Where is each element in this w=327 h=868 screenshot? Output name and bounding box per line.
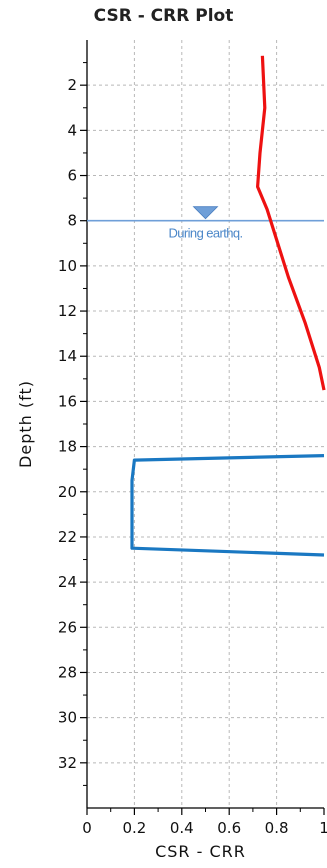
y-tick-label: 6 [67,167,77,185]
x-tick-label: 0.4 [170,819,194,837]
y-tick-label: 20 [58,483,77,501]
y-tick-label: 12 [58,302,77,320]
y-tick-label: 30 [58,709,77,727]
y-tick-label: 22 [58,528,77,546]
y-tick-label: 8 [67,212,77,230]
water-table-label: During earthq. [169,226,243,241]
crr-series-line [130,454,325,557]
y-tick-label: 16 [58,392,77,410]
y-tick-label: 10 [58,257,77,275]
x-tick-label: 0.2 [122,819,146,837]
y-tick-label: 14 [58,347,77,365]
y-tick-label: 2 [67,76,77,94]
x-tick-label: 1 [319,819,327,837]
x-axis-title: CSR - CRR [155,842,246,861]
csr-series-line [256,55,326,391]
y-tick-label: 24 [58,573,77,591]
x-tick-label: 0.8 [265,819,289,837]
y-tick-label: 18 [58,438,77,456]
y-tick-label: 26 [58,618,77,636]
chart-title: CSR - CRR Plot [93,6,234,26]
y-axis-title: Depth (ft) [16,380,35,468]
y-tick-label: 32 [58,754,77,772]
x-tick-label: 0 [82,819,92,837]
x-tick-label: 0.6 [217,819,241,837]
y-tick-label: 4 [67,121,77,139]
y-tick-label: 28 [58,663,77,681]
water-table-marker [192,206,219,220]
